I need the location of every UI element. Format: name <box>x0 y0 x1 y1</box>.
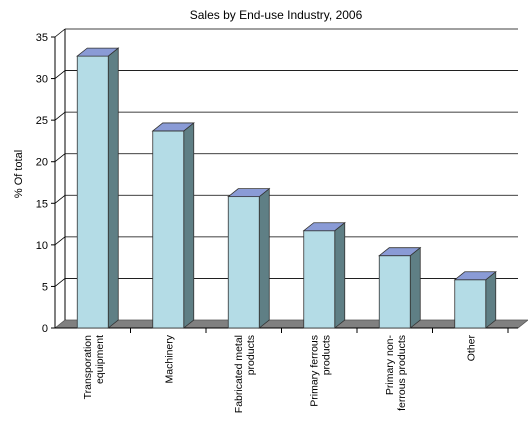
x-tick-labels: Transporationequipment Machinery Fabricate… <box>82 334 478 413</box>
bar-front <box>227 196 260 329</box>
bar <box>302 221 346 329</box>
x-tick-label: Primary non-ferrous products <box>384 335 408 411</box>
gridline-side <box>54 194 66 204</box>
bar-top <box>151 122 195 132</box>
bar-front <box>152 130 185 329</box>
x-tick-label: Primary ferrousproducts <box>308 335 332 407</box>
bars <box>76 47 497 329</box>
y-tick-label: 30 <box>36 74 48 86</box>
bar-side <box>107 47 119 329</box>
x-tick-label: Other <box>465 335 477 362</box>
bar <box>378 246 422 329</box>
bar-side <box>183 122 195 329</box>
bar-top <box>227 188 271 198</box>
axes: 0 5 10 15 20 25 30 35 <box>36 29 518 335</box>
y-axis-label: % Of total <box>13 150 25 198</box>
gridline-side <box>54 111 66 121</box>
bar <box>151 122 195 329</box>
chart-title: Sales by End-use Industry, 2006 <box>190 8 363 22</box>
y-tick-label: 35 <box>36 32 48 44</box>
y-tick-label: 20 <box>36 157 48 169</box>
gridline-side <box>54 153 66 163</box>
x-tick-label: Machinery <box>163 334 175 383</box>
bar-top <box>453 271 497 281</box>
bar-side <box>485 270 497 329</box>
bar-side <box>409 246 421 329</box>
y-tick-label: 15 <box>36 198 48 210</box>
bar-side <box>334 221 346 329</box>
gridline-side <box>54 236 66 246</box>
bar-top <box>76 47 120 57</box>
bar-front <box>76 55 109 329</box>
bar <box>227 187 271 329</box>
bar-front <box>303 230 336 329</box>
y-tick-label: 25 <box>36 115 48 127</box>
bar <box>453 270 497 329</box>
bar-top <box>302 222 346 232</box>
bar-front <box>454 279 487 329</box>
y-tick-label: 0 <box>42 323 48 335</box>
gridline-side <box>54 70 66 79</box>
bar <box>76 47 120 329</box>
bar-side <box>258 187 270 329</box>
x-tick-label: Fabricated metalproducts <box>233 335 257 413</box>
gridline-side <box>54 278 66 287</box>
gridline-side <box>54 28 66 38</box>
x-tick-label: Transporationequipment <box>82 335 106 400</box>
y-tick-label: 5 <box>42 281 48 293</box>
bar-top <box>378 247 422 257</box>
bar-front <box>378 255 411 329</box>
gridlines <box>54 28 518 287</box>
y-tick-label: 10 <box>36 240 48 252</box>
